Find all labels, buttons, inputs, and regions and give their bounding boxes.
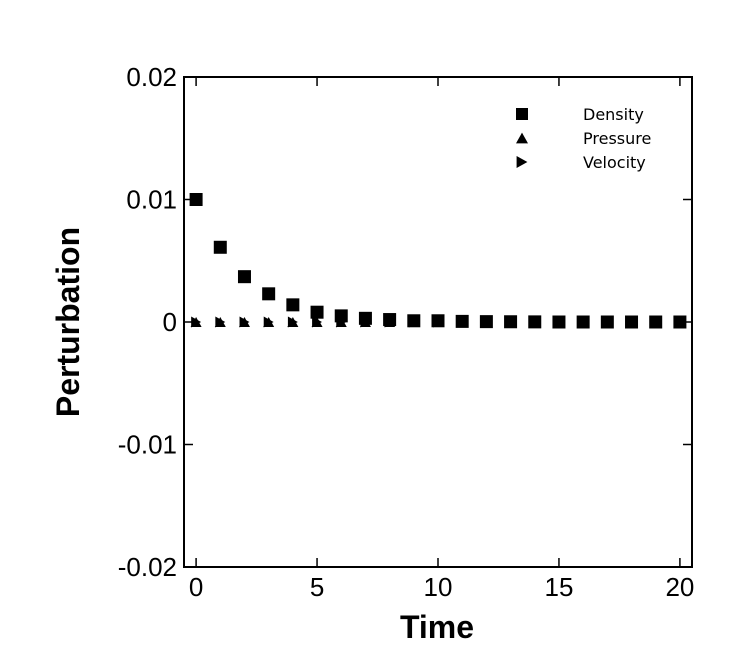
density-point bbox=[625, 315, 639, 329]
density-point bbox=[431, 314, 445, 328]
x-axis-title: Time bbox=[400, 609, 474, 645]
y-axis-ticks: 0.02 0.01 0 -0.01 -0.02 bbox=[118, 62, 692, 582]
density-point bbox=[673, 315, 687, 329]
legend-label-velocity: Velocity bbox=[583, 153, 646, 172]
y-tick-label: -0.01 bbox=[118, 430, 177, 460]
velocity-point bbox=[287, 316, 298, 328]
density-point bbox=[262, 287, 276, 301]
y-tick-label: 0.02 bbox=[126, 62, 177, 92]
density-point bbox=[504, 315, 518, 329]
x-tick-label: 15 bbox=[544, 572, 573, 602]
legend-label-density: Density bbox=[583, 105, 644, 124]
density-point bbox=[310, 305, 324, 319]
legend-label-pressure: Pressure bbox=[583, 129, 651, 148]
density-point bbox=[455, 314, 469, 328]
legend: Density Pressure Velocity bbox=[516, 105, 651, 172]
y-tick-label: 0.01 bbox=[126, 185, 177, 215]
legend-marker-velocity bbox=[516, 156, 528, 168]
legend-marker-pressure bbox=[516, 132, 528, 144]
legend-marker-density bbox=[516, 108, 528, 120]
series-density bbox=[189, 193, 687, 329]
density-point bbox=[407, 314, 421, 328]
data-series bbox=[189, 193, 687, 329]
density-point bbox=[334, 309, 348, 323]
velocity-point bbox=[191, 316, 202, 328]
density-point bbox=[213, 240, 227, 254]
density-point bbox=[528, 315, 542, 329]
density-point bbox=[600, 315, 614, 329]
y-axis-title: Perturbation bbox=[50, 227, 86, 417]
y-tick-label: 0 bbox=[163, 307, 177, 337]
x-tick-label: 20 bbox=[665, 572, 694, 602]
x-tick-label: 0 bbox=[189, 572, 203, 602]
velocity-point bbox=[263, 316, 274, 328]
velocity-point bbox=[239, 316, 250, 328]
density-point bbox=[237, 270, 251, 284]
density-point bbox=[649, 315, 663, 329]
density-point bbox=[189, 193, 203, 206]
density-point bbox=[576, 315, 590, 329]
y-tick-label: -0.02 bbox=[118, 552, 177, 582]
density-point bbox=[552, 315, 566, 329]
density-point bbox=[358, 311, 372, 325]
velocity-point bbox=[312, 316, 322, 328]
density-point bbox=[286, 298, 300, 312]
x-tick-label: 5 bbox=[310, 572, 324, 602]
velocity-point bbox=[215, 316, 226, 328]
x-tick-label: 10 bbox=[424, 572, 453, 602]
density-point bbox=[383, 313, 397, 327]
x-axis-ticks: 0 5 10 15 20 bbox=[189, 77, 694, 602]
density-point bbox=[479, 315, 493, 329]
